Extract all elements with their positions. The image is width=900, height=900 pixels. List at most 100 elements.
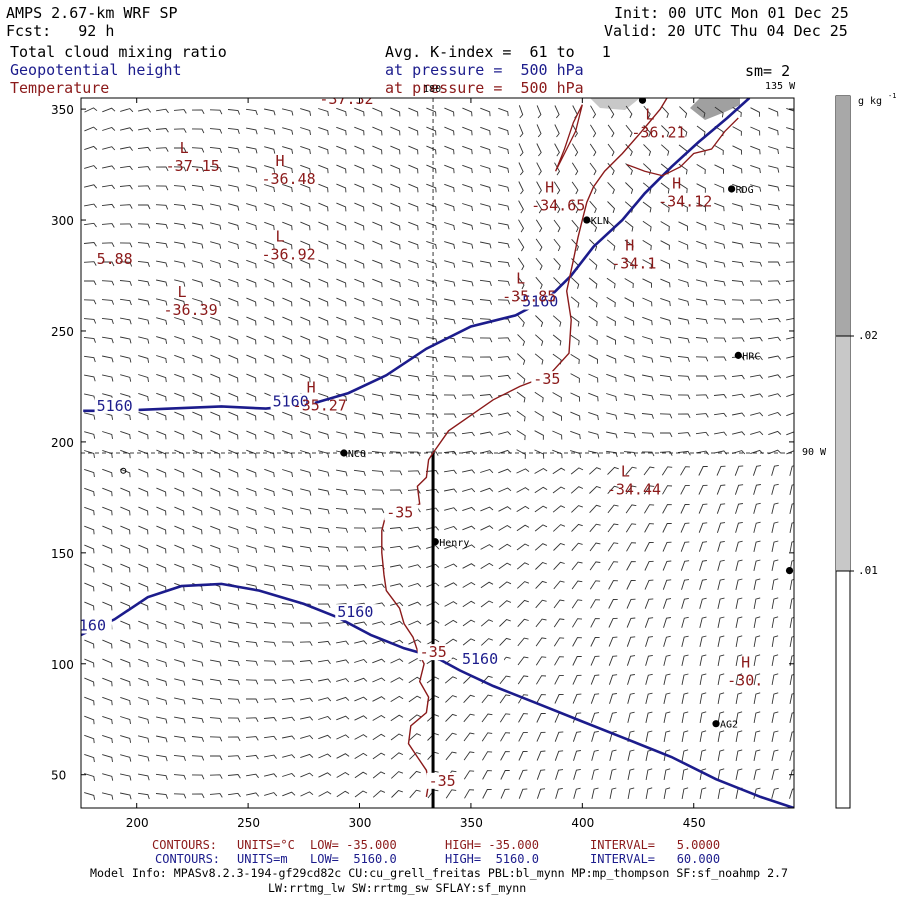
- wind-barb: [264, 259, 275, 269]
- wind-barb: [174, 620, 185, 630]
- wind-barb: [372, 316, 383, 326]
- wind-barb: [735, 730, 743, 742]
- wind-barb: [353, 508, 367, 514]
- wind-barb: [120, 146, 133, 151]
- wind-barb: [588, 335, 598, 345]
- temp-contours-units: UNITS=°C: [237, 838, 295, 852]
- wind-barb: [353, 489, 367, 495]
- wind-barb: [210, 297, 221, 307]
- wind-barb: [408, 374, 420, 382]
- wind-barb: [264, 411, 275, 421]
- wind-barb: [554, 675, 564, 685]
- wind-barb: [120, 544, 131, 554]
- wind-barb: [335, 546, 349, 552]
- wind-barb: [771, 692, 779, 704]
- wind-barb: [536, 105, 542, 119]
- wind-barb: [228, 411, 239, 421]
- wind-barb: [282, 526, 294, 534]
- wind-barb: [228, 545, 239, 554]
- wind-barb: [174, 716, 186, 724]
- wind-barb: [732, 241, 744, 249]
- wind-barb: [228, 506, 239, 516]
- wind-barb: [607, 201, 616, 213]
- wind-barb: [246, 335, 257, 345]
- wind-barb: [246, 146, 258, 154]
- wind-barb: [227, 679, 240, 685]
- wind-barb: [534, 411, 544, 422]
- wind-barb: [789, 503, 794, 514]
- wind-barb: [717, 597, 725, 609]
- wind-barb: [192, 697, 204, 705]
- wind-barb: [607, 124, 615, 138]
- wind-barb: [408, 126, 419, 136]
- wind-barb: [390, 317, 401, 325]
- wind-barb: [571, 219, 579, 233]
- wind-barb: [228, 146, 240, 154]
- extremum-type: L: [180, 139, 189, 157]
- wind-barb: [749, 337, 763, 342]
- wind-barb: [192, 602, 203, 611]
- wind-barb: [753, 730, 761, 742]
- wind-barb: [408, 545, 422, 550]
- wind-barb: [677, 355, 690, 362]
- wind-barb: [282, 373, 293, 383]
- wind-barb: [444, 638, 458, 646]
- wind-barb: [102, 355, 114, 363]
- wind-barb: [246, 602, 258, 610]
- wind-barb: [695, 337, 709, 343]
- wind-barb: [137, 242, 151, 248]
- wind-barb: [84, 715, 95, 725]
- wind-barb: [753, 749, 761, 761]
- wind-barb: [119, 242, 133, 248]
- wind-barb: [354, 164, 365, 174]
- wind-barb: [245, 640, 258, 647]
- wind-barb: [663, 617, 671, 628]
- wind-barb: [246, 487, 257, 497]
- wind-barb: [570, 486, 584, 494]
- wind-barb: [462, 203, 473, 211]
- wind-barb: [228, 165, 240, 173]
- wind-barb: [681, 749, 689, 761]
- wind-barb: [516, 449, 526, 459]
- wind-barb: [84, 677, 95, 687]
- wind-barb: [642, 163, 652, 175]
- extremum-value: 5.88: [97, 250, 133, 268]
- wind-barb: [462, 222, 474, 230]
- wind-barb: [482, 789, 492, 799]
- wind-barb: [317, 546, 331, 552]
- wind-barb: [426, 202, 437, 212]
- wind-barb: [771, 540, 779, 552]
- wind-barb: [281, 108, 294, 116]
- wind-barb: [426, 695, 440, 703]
- wind-barb: [264, 430, 275, 440]
- meridian-label-90w: 90 W: [802, 447, 827, 458]
- wind-barb: [246, 297, 257, 307]
- wind-barb: [749, 280, 763, 286]
- wind-barb: [174, 411, 185, 421]
- wind-barb: [102, 506, 113, 516]
- wind-barb: [696, 202, 707, 212]
- wind-barb: [553, 618, 565, 628]
- wind-barb: [498, 412, 512, 417]
- wind-barb: [390, 278, 401, 288]
- wind-barb: [264, 354, 275, 364]
- wind-barb: [192, 316, 203, 326]
- wind-barb: [300, 622, 313, 628]
- wind-barb: [735, 616, 743, 628]
- wind-barb: [606, 354, 617, 364]
- wind-barb: [535, 334, 544, 346]
- wind-barb: [372, 336, 383, 344]
- wind-barb: [534, 505, 548, 513]
- temperature-contour-island: [554, 104, 583, 172]
- wind-barb: [645, 692, 653, 705]
- wind-barb: [516, 468, 530, 474]
- wind-barb: [731, 299, 745, 305]
- wind-barb: [372, 183, 383, 193]
- wind-barb: [680, 560, 690, 571]
- wind-barb: [246, 621, 258, 629]
- wind-barb: [210, 260, 221, 268]
- wind-barb: [137, 166, 151, 171]
- wind-barb: [660, 297, 671, 307]
- wind-barb: [645, 787, 653, 799]
- wind-barb: [571, 542, 583, 552]
